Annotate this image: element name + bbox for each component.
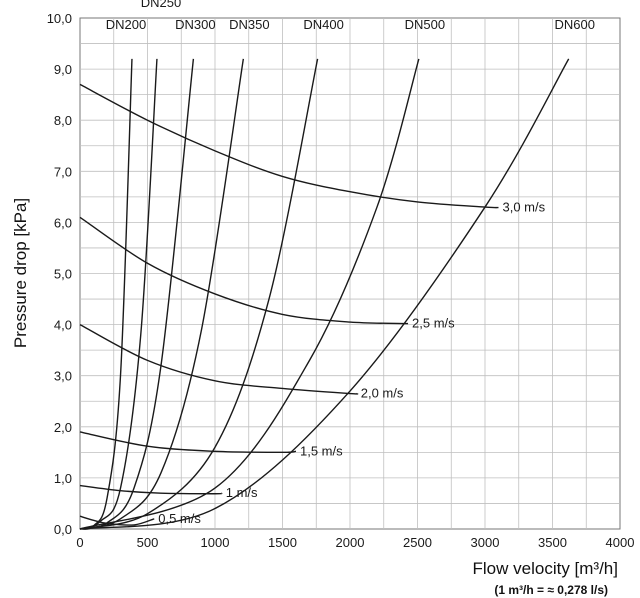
y-tick-label: 6,0 [54,215,72,230]
y-tick-label: 3,0 [54,369,72,384]
curve-0-5-m-s [79,515,155,526]
curve-label-3-0-m-s: 3,0 m/s [503,200,546,215]
curve-dn250 [79,58,158,530]
x-tick-label: 4000 [606,535,635,550]
y-tick-label: 0,0 [54,522,72,537]
y-tick-label: 10,0 [47,11,72,26]
x-axis-note: (1 m³/h = ≈ 0,278 l/s) [494,583,608,597]
curve-label-dn400: DN400 [303,17,343,32]
y-tick-label: 4,0 [54,318,72,333]
curve-labels: DN200 DN250 DN300 DN350 DN400 DN500 DN600 0,5 m… [106,0,595,526]
x-tick-label: 1500 [268,535,297,550]
curve-dn600 [79,58,570,530]
curve-label-dn200: DN200 [106,17,146,32]
y-tick-label: 2,0 [54,420,72,435]
curve-label-dn250: DN250 [141,0,181,10]
curve-dn500 [79,58,420,530]
curve-label-2-5-m-s: 2,5 m/s [412,316,455,331]
curve-label-dn500: DN500 [405,17,445,32]
grid [80,18,620,529]
curve-label-0-5-m-s: 0,5 m/s [158,511,201,526]
x-tick-label: 3000 [471,535,500,550]
y-tick-label: 1,0 [54,471,72,486]
x-tick-label: 3500 [538,535,567,550]
x-axis-title: Flow velocity [m³/h] [473,559,618,578]
curve-label-1-m-s: 1 m/s [226,485,258,500]
y-axis-title: Pressure drop [kPa] [11,198,30,348]
y-tick-label: 5,0 [54,267,72,282]
curve-2-5-m-s [79,216,409,325]
curve-label-dn300: DN300 [175,17,215,32]
curve-label-1-5-m-s: 1,5 m/s [300,443,343,458]
curve-1-m-s [79,484,223,495]
curves [79,58,570,530]
curve-2-0-m-s [79,323,359,395]
y-tick-label: 8,0 [54,113,72,128]
tick-labels: 0 500 1000 1500 2000 2500 3000 3500 4000 0,0 1,0 2,… [47,11,635,550]
curve-1-5-m-s [79,431,297,454]
x-tick-label: 500 [137,535,159,550]
y-tick-label: 9,0 [54,62,72,77]
x-tick-label: 1000 [201,535,230,550]
x-tick-label: 0 [76,535,83,550]
curve-label-dn600: DN600 [554,17,594,32]
x-tick-label: 2500 [403,535,432,550]
curve-label-dn350: DN350 [229,17,269,32]
y-tick-label: 7,0 [54,164,72,179]
curve-label-2-0-m-s: 2,0 m/s [361,386,404,401]
curve-dn350 [79,58,245,530]
curve-3-0-m-s [79,83,499,209]
x-tick-label: 2000 [336,535,365,550]
